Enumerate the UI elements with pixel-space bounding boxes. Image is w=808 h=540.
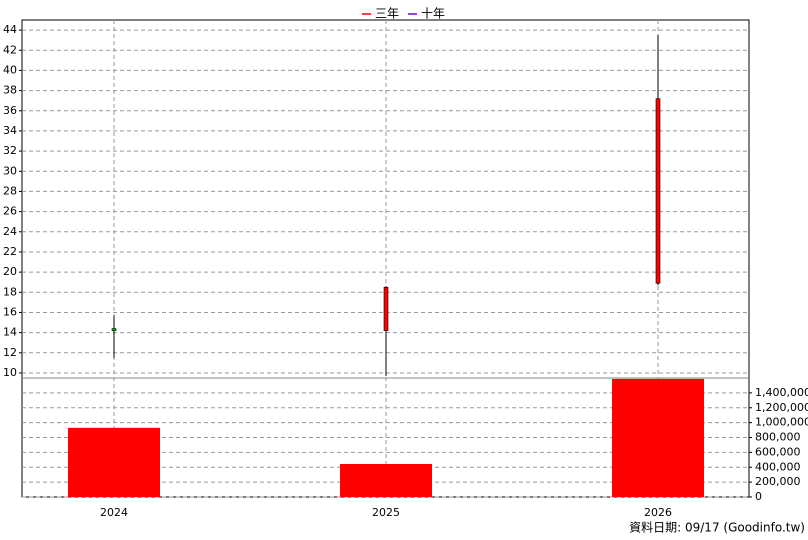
y-tick-label: 16 — [3, 305, 17, 318]
x-tick-label: 2026 — [644, 506, 672, 519]
y-tick-label: 32 — [3, 144, 17, 157]
candle-body — [655, 98, 661, 284]
volume-bar — [340, 463, 432, 497]
legend-label: 三年 — [375, 7, 399, 21]
y-tick-label: 28 — [3, 184, 17, 197]
y-tick-label: 30 — [3, 164, 17, 177]
y-tick-label: 44 — [3, 23, 17, 36]
y-tick-label: 26 — [3, 205, 17, 218]
y-tick-label: 20 — [3, 265, 17, 278]
volume-bar — [612, 378, 704, 497]
footer: 資料日期: 09/17 (Goodinfo.tw) — [629, 521, 805, 535]
y-tick-label: 10 — [3, 366, 17, 379]
y-tick-label: 40 — [3, 63, 17, 76]
y2-tick-label: 800,000 — [755, 431, 801, 444]
y-tick-label: 42 — [3, 43, 17, 56]
y2-tick-label: 200,000 — [755, 475, 801, 488]
candle-body — [383, 286, 389, 331]
volume-bar — [68, 427, 160, 497]
y-tick-label: 36 — [3, 104, 17, 117]
y-tick-label: 14 — [3, 326, 17, 339]
x-tick-label: 2024 — [100, 506, 128, 519]
x-tick-label: 2025 — [372, 506, 400, 519]
y-tick-label: 38 — [3, 84, 17, 97]
y-tick-label: 24 — [3, 225, 17, 238]
y-tick-label: 34 — [3, 124, 17, 137]
y2-tick-label: 600,000 — [755, 445, 801, 458]
y2-tick-label: 1,200,000 — [755, 401, 808, 414]
y-tick-label: 12 — [3, 346, 17, 359]
y2-tick-label: 0 — [755, 490, 762, 503]
y2-tick-label: 1,000,000 — [755, 416, 808, 429]
legend-label: 十年 — [421, 7, 445, 21]
y2-tick-label: 1,400,000 — [755, 386, 808, 399]
y2-tick-label: 400,000 — [755, 460, 801, 473]
candle-body — [111, 328, 117, 331]
y-tick-label: 22 — [3, 245, 17, 258]
y-tick-label: 18 — [3, 285, 17, 298]
